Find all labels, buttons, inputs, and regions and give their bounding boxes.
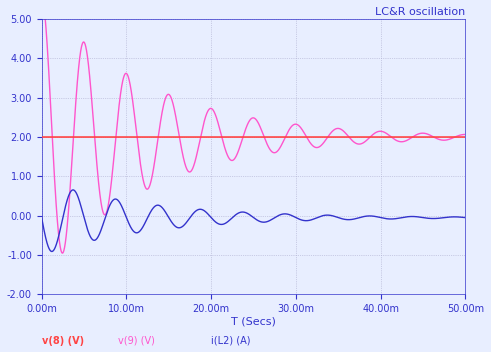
Text: v(8) (V): v(8) (V) (42, 336, 84, 346)
Text: v(9) (V): v(9) (V) (118, 336, 155, 346)
Text: LC&R oscillation: LC&R oscillation (375, 7, 465, 17)
X-axis label: T (Secs): T (Secs) (231, 317, 276, 327)
Text: i(L2) (A): i(L2) (A) (211, 336, 251, 346)
